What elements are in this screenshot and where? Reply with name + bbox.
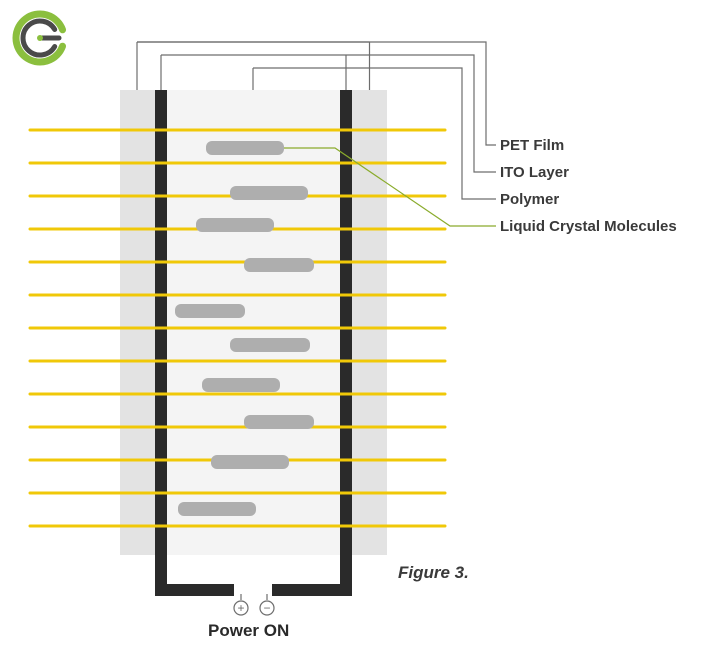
molecule	[244, 415, 314, 429]
figure-caption: Figure 3.	[398, 563, 469, 582]
pet-film-left	[120, 90, 155, 555]
legend-lcm: Liquid Crystal Molecules	[500, 218, 677, 235]
power-circuit: +−	[161, 555, 346, 615]
molecule	[244, 258, 314, 272]
legend-polymer: Polymer	[500, 191, 559, 208]
molecule	[230, 338, 310, 352]
molecule	[175, 304, 245, 318]
molecule	[178, 502, 256, 516]
minus-symbol: −	[263, 601, 270, 615]
pet-film-right	[352, 90, 387, 555]
ito-layer-right	[340, 90, 352, 555]
molecule	[206, 141, 284, 155]
diagram-canvas: PET Film ITO Layer Polymer Liquid Crysta…	[0, 0, 727, 658]
molecule	[196, 218, 274, 232]
polymer-layer	[167, 90, 340, 555]
logo-dot-icon	[37, 35, 43, 41]
plus-symbol: +	[237, 601, 244, 615]
ito-layer-left	[155, 90, 167, 555]
logo	[16, 14, 63, 62]
molecule	[202, 378, 280, 392]
molecule	[211, 455, 289, 469]
legend-ito: ITO Layer	[500, 164, 569, 181]
legend-pet: PET Film	[500, 137, 564, 154]
molecule	[230, 186, 308, 200]
layer-stack	[120, 90, 387, 555]
power-label: Power ON	[208, 621, 289, 640]
